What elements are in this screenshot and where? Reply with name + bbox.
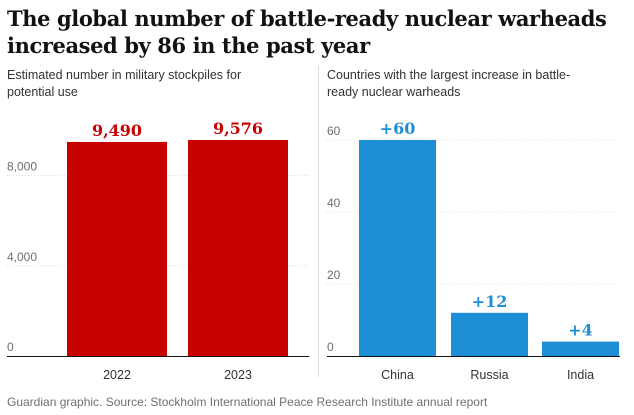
category-label: India [567,368,594,382]
panel-divider [318,66,319,377]
data-label: +60 [380,119,416,138]
bar [451,312,528,356]
y-tick-label: 20 [327,268,341,282]
bar [359,140,436,356]
bar [188,140,288,356]
bar [542,341,619,356]
y-tick-label: 60 [327,124,341,138]
left-chart-subtitle: Estimated number in military stockpiles … [7,68,242,99]
category-label: 2023 [224,368,252,382]
y-tick-label: 0 [7,340,14,354]
data-label: 9,576 [213,119,263,138]
source-note: Guardian graphic. Source: Stockholm Inte… [7,395,488,409]
y-tick-label: 4,000 [7,250,37,264]
y-tick-label: 40 [327,196,341,210]
right-chart-subtitle: Countries with the largest increase in b… [327,68,571,99]
category-label: Russia [470,368,508,382]
data-label: +4 [568,321,593,340]
y-tick-label: 8,000 [7,160,37,174]
bar [67,141,167,356]
stockpile-bar-chart: 0 4,000 8,000 9,490 2022 9,576 2023 [7,119,309,382]
category-label: 2022 [103,368,131,382]
category-label: China [381,368,414,382]
y-tick-label: 0 [327,340,334,354]
data-label: 9,490 [92,121,142,140]
country-increase-bar-chart: 0 20 40 60 +60 China +12 Russia +4 India [327,119,620,382]
data-label: +12 [472,292,508,311]
chart-headline: The global number of battle-ready nuclea… [7,6,607,58]
